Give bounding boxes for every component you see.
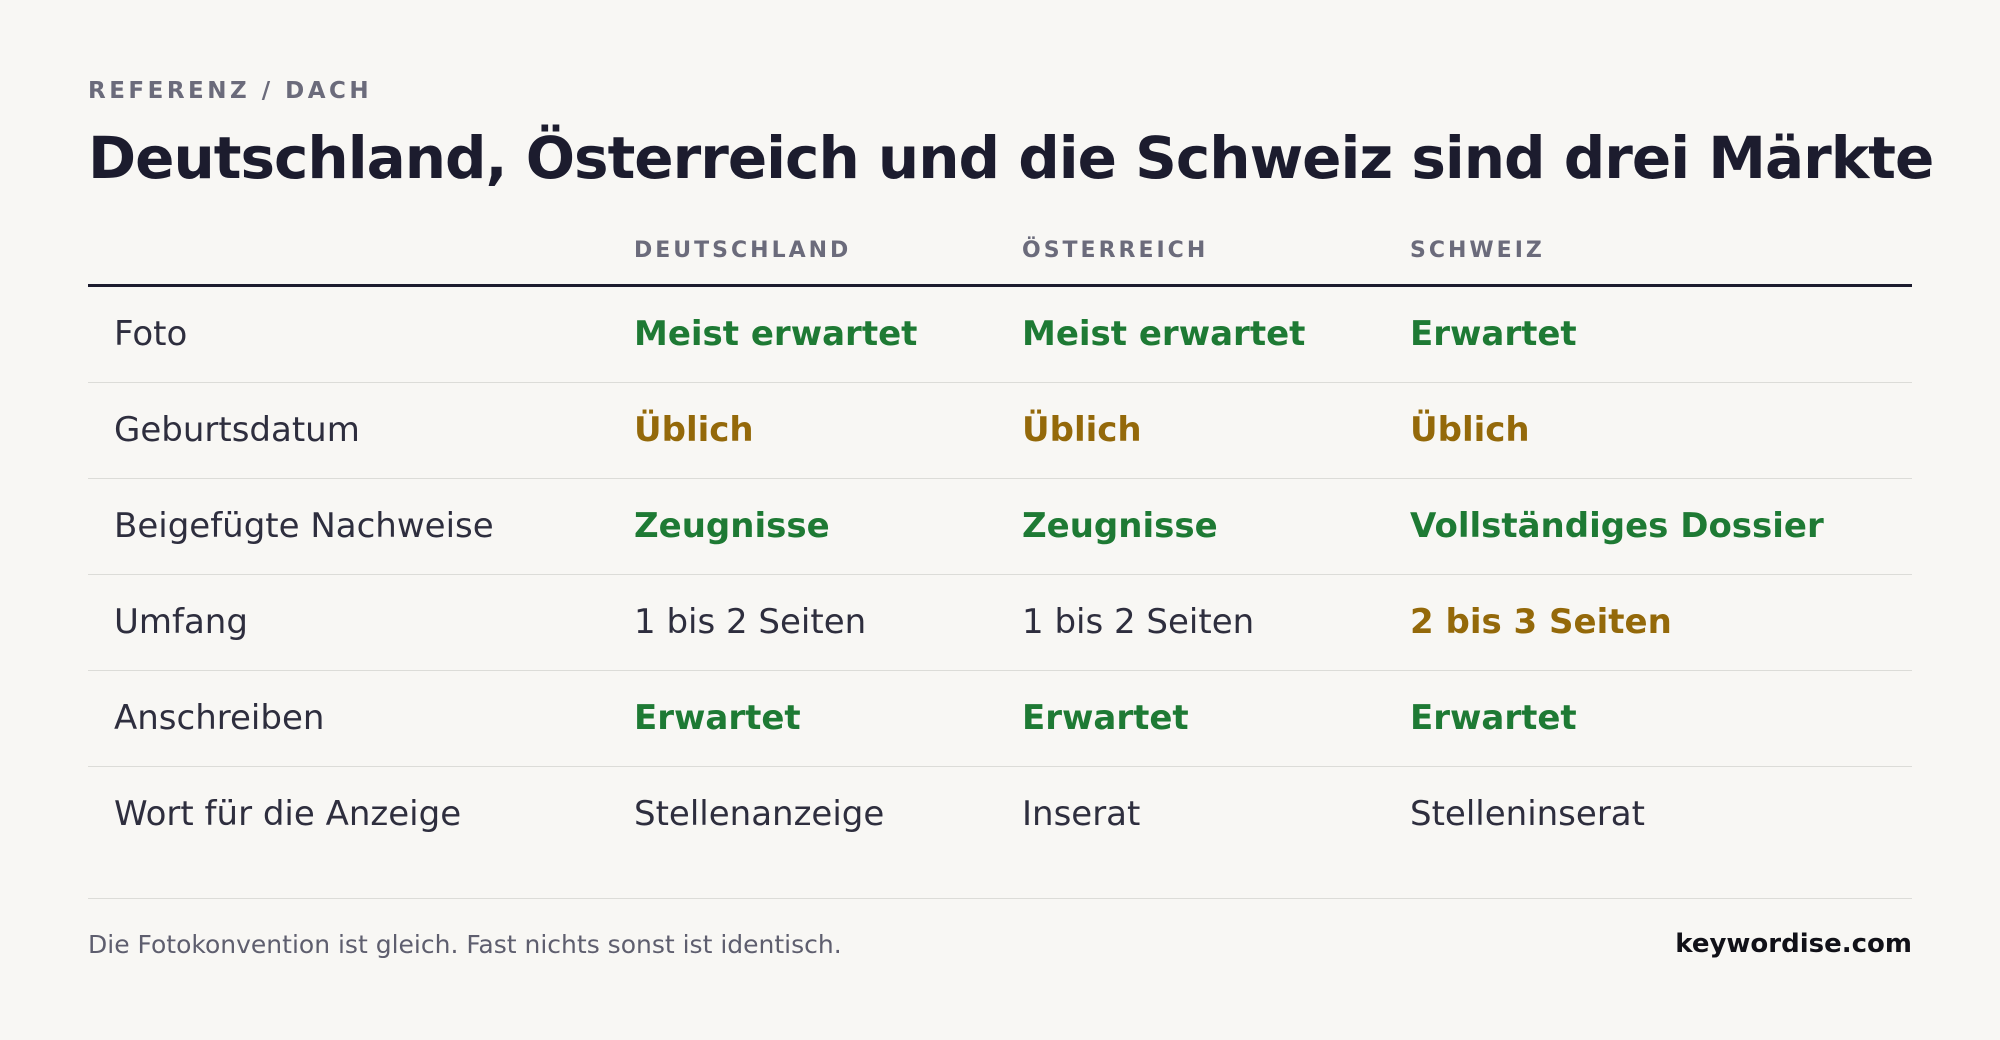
row-label: Umfang: [114, 602, 248, 642]
table-cell: 2 bis 3 Seiten: [1410, 602, 1672, 642]
page-title: Deutschland, Österreich und die Schweiz …: [88, 124, 1934, 192]
table-cell: Vollständiges Dossier: [1410, 506, 1824, 546]
column-header-deutschland: DEUTSCHLAND: [634, 238, 852, 263]
row-label: Foto: [114, 314, 188, 354]
table-cell: Zeugnisse: [1022, 506, 1218, 546]
table-row: Wort für die Anzeige Stellenanzeige Insera…: [88, 767, 1912, 862]
table-cell: Üblich: [634, 410, 754, 450]
table-row: Foto Meist erwartet Meist erwartet Erwartet: [88, 287, 1912, 383]
row-label: Wort für die Anzeige: [114, 794, 462, 834]
table-body: Foto Meist erwartet Meist erwartet Erwartet…: [88, 287, 1912, 862]
table-row: Beigefügte Nachweise Zeugnisse Zeugnisse Vo…: [88, 479, 1912, 575]
table-cell: 1 bis 2 Seiten: [1022, 602, 1255, 642]
table-cell: Zeugnisse: [634, 506, 830, 546]
table-cell: Stellenanzeige: [634, 794, 885, 834]
brand-label: keywordise.com: [1675, 929, 1912, 959]
table-cell: Meist erwartet: [634, 314, 918, 354]
table-cell: Stelleninserat: [1410, 794, 1645, 834]
table-cell: Inserat: [1022, 794, 1141, 834]
row-label: Geburtsdatum: [114, 410, 360, 450]
row-label: Beigefügte Nachweise: [114, 506, 494, 546]
table-cell: Erwartet: [1022, 698, 1189, 738]
table-cell: Erwartet: [1410, 314, 1577, 354]
table-cell: 1 bis 2 Seiten: [634, 602, 867, 642]
table-row: Geburtsdatum Üblich Üblich Üblich: [88, 383, 1912, 479]
footnote: Die Fotokonvention ist gleich. Fast nich…: [88, 930, 842, 959]
table-cell: Üblich: [1410, 410, 1530, 450]
table-cell: Erwartet: [634, 698, 801, 738]
page: REFERENZ / DACH Deutschland, Österreich …: [88, 0, 1934, 1040]
row-label: Anschreiben: [114, 698, 325, 738]
table-row: Anschreiben Erwartet Erwartet Erwartet: [88, 671, 1912, 767]
comparison-table: DEUTSCHLAND ÖSTERREICH SCHWEIZ Foto Meist…: [88, 228, 1912, 862]
column-header-oesterreich: ÖSTERREICH: [1022, 238, 1209, 263]
eyebrow-label: REFERENZ / DACH: [88, 78, 373, 104]
table-cell: Erwartet: [1410, 698, 1577, 738]
table-cell: Meist erwartet: [1022, 314, 1306, 354]
footer-divider: [88, 898, 1912, 899]
table-cell: Üblich: [1022, 410, 1142, 450]
table-header: DEUTSCHLAND ÖSTERREICH SCHWEIZ: [88, 228, 1912, 287]
table-row: Umfang 1 bis 2 Seiten 1 bis 2 Seiten 2 bis …: [88, 575, 1912, 671]
column-header-schweiz: SCHWEIZ: [1410, 238, 1545, 263]
